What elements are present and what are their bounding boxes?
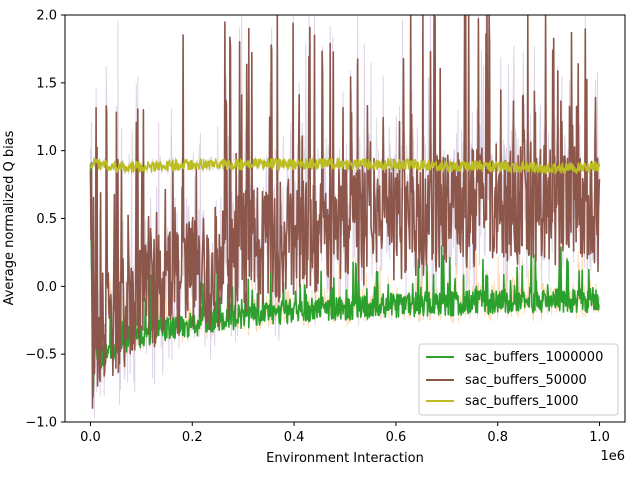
x-tick-label: 1.0 bbox=[589, 430, 610, 445]
series-line-sac_buffers_1000 bbox=[89, 158, 601, 175]
legend-label-1000000: sac_buffers_1000000 bbox=[465, 350, 603, 365]
x-axis-multiplier: 1e6 bbox=[600, 449, 625, 464]
x-tick-label: 0.6 bbox=[386, 430, 407, 445]
legend-label-50000: sac_buffers_50000 bbox=[465, 373, 587, 388]
y-tick-label: 1.0 bbox=[36, 144, 57, 159]
x-tick-label: 0.4 bbox=[284, 430, 305, 445]
legend: sac_buffers_1000000 sac_buffers_50000 sa… bbox=[418, 343, 619, 416]
legend-box bbox=[418, 343, 619, 416]
x-tick-label: 0.0 bbox=[80, 430, 101, 445]
series-lines bbox=[89, 15, 601, 409]
series-line-sac_buffers_50000 bbox=[89, 15, 601, 409]
y-axis-label: Average normalized Q bias bbox=[2, 130, 17, 305]
y-tick-label: 0.5 bbox=[36, 212, 57, 227]
y-tick-label: 1.5 bbox=[36, 76, 57, 91]
y-tick-label: −0.5 bbox=[25, 348, 57, 363]
series-line-sac_buffers_1000000 bbox=[89, 164, 600, 399]
x-axis-ticks: 0.0 0.2 0.4 0.6 0.8 1.0 bbox=[80, 422, 610, 445]
legend-label-1000: sac_buffers_1000 bbox=[465, 394, 579, 409]
x-tick-label: 0.8 bbox=[487, 430, 508, 445]
y-tick-label: 0.0 bbox=[36, 280, 57, 295]
x-tick-label: 0.2 bbox=[182, 430, 203, 445]
y-axis-ticks: −1.0 −0.5 0.0 0.5 1.0 1.5 2.0 bbox=[25, 9, 65, 431]
y-tick-label: 2.0 bbox=[36, 9, 57, 24]
y-tick-label: −1.0 bbox=[25, 416, 57, 431]
x-axis-label: Environment Interaction bbox=[266, 451, 424, 466]
